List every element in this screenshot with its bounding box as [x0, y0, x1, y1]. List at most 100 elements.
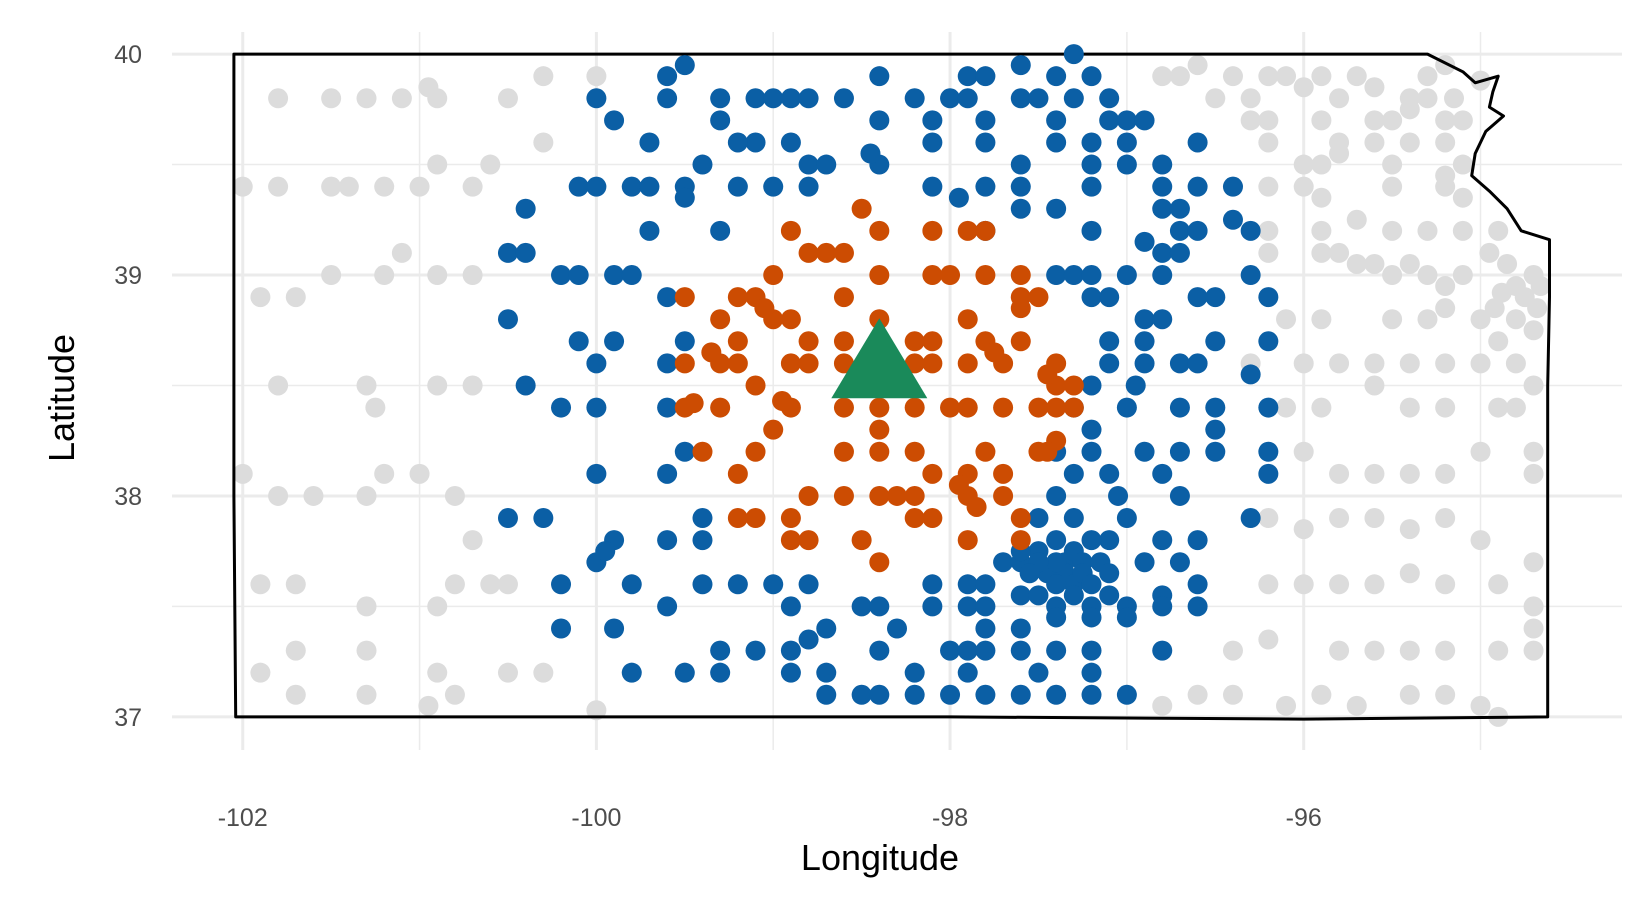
- ring-point: [710, 640, 731, 661]
- ring-point: [639, 176, 660, 197]
- near-point: [780, 309, 801, 330]
- y-tick-label: 37: [114, 704, 142, 732]
- ring-point: [1116, 132, 1137, 153]
- near-point: [922, 265, 943, 286]
- near-point: [727, 353, 748, 374]
- outside-point: [1505, 353, 1526, 374]
- ring-point: [1116, 508, 1137, 529]
- ring-point: [692, 574, 713, 595]
- outside-point: [232, 463, 253, 484]
- ring-point: [1205, 287, 1226, 308]
- ring-point: [604, 110, 625, 131]
- outside-point: [1364, 375, 1385, 396]
- outside-point: [1311, 242, 1332, 263]
- near-point: [993, 485, 1014, 506]
- near-point: [1010, 265, 1031, 286]
- ring-point: [1099, 331, 1120, 352]
- outside-point: [1258, 242, 1279, 263]
- ring-point: [780, 662, 801, 683]
- ring-point: [674, 331, 695, 352]
- outside-point: [1470, 309, 1491, 330]
- ring-point: [1099, 353, 1120, 374]
- ring-point: [957, 88, 978, 109]
- outside-point: [409, 463, 430, 484]
- ring-point: [674, 55, 695, 76]
- outside-point: [1452, 154, 1473, 175]
- outside-point: [1399, 563, 1420, 584]
- outside-point: [497, 574, 518, 595]
- near-point: [904, 397, 925, 418]
- ring-point: [657, 353, 678, 374]
- y-tick-label: 38: [114, 483, 142, 511]
- ring-point: [551, 618, 572, 639]
- outside-point: [250, 662, 271, 683]
- outside-point: [1417, 66, 1438, 87]
- outside-point: [1382, 176, 1403, 197]
- ring-point: [1108, 485, 1129, 506]
- near-point: [763, 419, 784, 440]
- outside-point: [1435, 574, 1456, 595]
- near-point: [1037, 364, 1058, 385]
- outside-point: [1364, 574, 1385, 595]
- outside-point: [268, 88, 289, 109]
- center-triangle-marker: [831, 318, 928, 399]
- near-point: [1037, 441, 1058, 462]
- outside-point: [1470, 695, 1491, 716]
- near-point: [727, 287, 748, 308]
- outside-point: [1435, 132, 1456, 153]
- outside-point: [1382, 265, 1403, 286]
- outside-point: [1452, 110, 1473, 131]
- ring-point: [904, 662, 925, 683]
- near-point: [957, 220, 978, 241]
- ring-point: [515, 375, 536, 396]
- outside-point: [1399, 640, 1420, 661]
- outside-point: [1222, 66, 1243, 87]
- outside-point: [374, 265, 395, 286]
- near-point: [1063, 397, 1084, 418]
- outside-point: [1435, 353, 1456, 374]
- ring-point: [1063, 463, 1084, 484]
- ring-point: [975, 110, 996, 131]
- near-point: [887, 485, 907, 506]
- near-point: [993, 397, 1014, 418]
- outside-point: [232, 176, 253, 197]
- ring-point: [1099, 463, 1120, 484]
- near-point: [833, 397, 854, 418]
- ring-point: [1081, 574, 1102, 595]
- outside-point: [1258, 110, 1279, 131]
- near-point: [763, 265, 784, 286]
- ring-point: [904, 88, 925, 109]
- near-point: [904, 508, 925, 529]
- outside-point: [1311, 309, 1332, 330]
- ring-point: [692, 530, 713, 551]
- outside-point: [1523, 463, 1544, 484]
- ring-point: [551, 265, 572, 286]
- ring-point: [975, 618, 996, 639]
- ring-point: [1063, 88, 1084, 109]
- outside-point: [462, 375, 483, 396]
- outside-point: [321, 176, 342, 197]
- near-point: [674, 287, 695, 308]
- near-point: [727, 463, 748, 484]
- outside-point: [1364, 110, 1385, 131]
- outside-point: [1240, 110, 1261, 131]
- ring-point: [1019, 563, 1040, 584]
- ring-point: [1152, 242, 1173, 263]
- ring-point: [1187, 574, 1208, 595]
- ring-point: [657, 530, 678, 551]
- outside-point: [444, 684, 465, 705]
- outside-point: [1527, 298, 1548, 319]
- near-point: [701, 342, 722, 363]
- near-point: [975, 265, 996, 286]
- near-point: [922, 331, 943, 352]
- ring-point: [1169, 242, 1190, 263]
- ring-point: [551, 574, 572, 595]
- ring-point: [1152, 530, 1173, 551]
- outside-point: [1346, 209, 1367, 230]
- outside-point: [1222, 684, 1243, 705]
- outside-point: [409, 176, 430, 197]
- outside-point: [418, 695, 439, 716]
- ring-point: [586, 176, 607, 197]
- ring-point: [657, 397, 678, 418]
- outside-point: [356, 485, 377, 506]
